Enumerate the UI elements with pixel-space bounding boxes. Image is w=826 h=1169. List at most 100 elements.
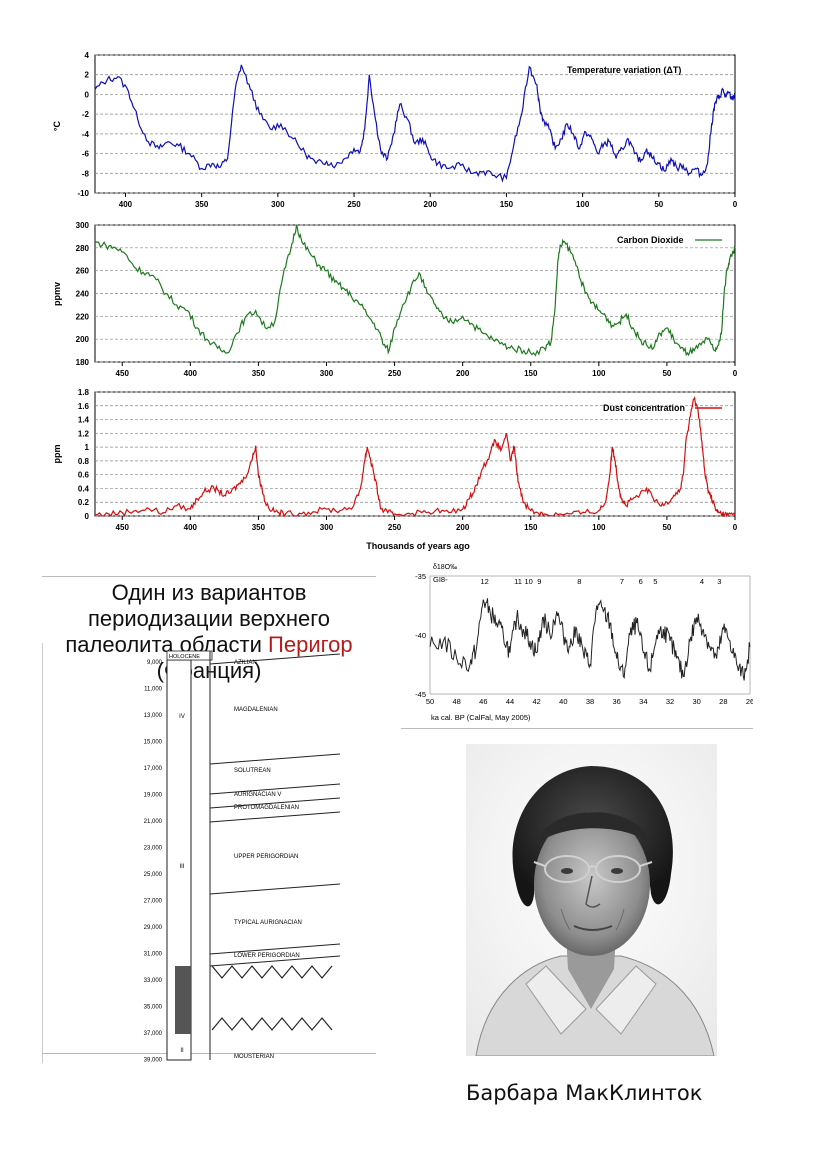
glasses-icon bbox=[533, 855, 653, 883]
stratigraphy-diagram: 9,000 11,000 13,000 15,000 17,000 19,000 21,00… bbox=[144, 650, 341, 1064]
co2-ytick-label: 200 bbox=[76, 335, 90, 344]
isotope-event-label: 4 bbox=[700, 577, 704, 586]
temperature-panel: 420-2-4-6-8-10 400 350 300 250 200 150 100 50 0 … bbox=[52, 51, 738, 209]
isotope-event-label: 5 bbox=[653, 577, 657, 586]
stratigraphy-year-labels: 9,000 11,000 13,000 15,000 17,000 19,000 21,00… bbox=[144, 660, 163, 1064]
isotope-chart: δ18O‰ GI8- 12 11 10 9 8 7 6 5 4 3 -35 -40 -45 50 48 4… bbox=[415, 564, 753, 722]
co2-xtick-label: 50 bbox=[662, 369, 671, 378]
stratigraphy-title-line2-a: палеолита области bbox=[65, 632, 269, 657]
co2-ytick-label: 180 bbox=[76, 358, 90, 367]
dust-xlabel: Thousands of years ago bbox=[366, 541, 470, 551]
isotope-xtick-label: 44 bbox=[506, 697, 514, 706]
isotope-event-label: 10 bbox=[524, 577, 532, 586]
dust-ytick-label: 1.2 bbox=[78, 429, 90, 438]
stratigraphy-year-label: 13,000 bbox=[144, 713, 163, 719]
co2-ytick-label: 260 bbox=[76, 267, 90, 276]
isotope-ylabel: δ18O‰ bbox=[433, 564, 457, 571]
temperature-ytick-label: -6 bbox=[82, 150, 90, 159]
temperature-xtick-label: 400 bbox=[119, 200, 133, 209]
isotope-xtick-label: 28 bbox=[719, 697, 727, 706]
isotope-yticks: -35 -40 -45 bbox=[415, 572, 426, 699]
stratigraphy-year-label: 15,000 bbox=[144, 740, 163, 746]
dust-ytick-label: 0.6 bbox=[78, 471, 90, 480]
isotope-ytick-label: -45 bbox=[415, 690, 426, 699]
isotope-ytick-label: -35 bbox=[415, 572, 426, 581]
dust-ytick-label: 1.6 bbox=[78, 402, 90, 411]
temperature-xtick-label: 200 bbox=[424, 200, 438, 209]
temperature-xtick-label: 50 bbox=[654, 200, 663, 209]
isotope-xtick-label: 40 bbox=[559, 697, 567, 706]
isotope-event-label: 12 bbox=[480, 577, 488, 586]
dust-xtick-label: 350 bbox=[252, 523, 266, 532]
temperature-plot-area bbox=[94, 54, 736, 194]
co2-xtick-label: 150 bbox=[524, 369, 538, 378]
temperature-xtick-label: 150 bbox=[500, 200, 514, 209]
co2-grid bbox=[95, 224, 735, 363]
co2-xtick-label: 400 bbox=[184, 369, 198, 378]
portrait-caption: Барбара МакКлинток bbox=[466, 1081, 703, 1105]
stratigraphy-section-label: MAGDALENIAN bbox=[234, 707, 278, 713]
stratigraphy-figure: Один из вариантов периодизации верхнего … bbox=[42, 573, 376, 1068]
co2-xtick-label: 450 bbox=[116, 369, 130, 378]
stratigraphy-section-label: LOWER PERIGORDIAN bbox=[234, 953, 300, 959]
co2-yticks: 300 280 260 240 220 200 180 bbox=[76, 221, 90, 367]
stratigraphy-section-label: MOUSTERIAN bbox=[234, 1054, 274, 1060]
dust-ytick-label: 1.4 bbox=[78, 416, 90, 425]
co2-xtick-label: 350 bbox=[252, 369, 266, 378]
isotope-plot-area bbox=[429, 575, 751, 695]
isotope-xtick-label: 34 bbox=[639, 697, 647, 706]
isotope-xtick-label: 26 bbox=[746, 697, 753, 706]
stratigraphy-roman-label: II bbox=[180, 1048, 184, 1054]
temperature-series-line bbox=[94, 64, 736, 183]
stratigraphy-year-label: 25,000 bbox=[144, 872, 163, 878]
stratigraphy-section-label: UPPER PERIGORDIAN bbox=[234, 854, 298, 860]
dust-grid bbox=[95, 391, 735, 517]
stratigraphy-roman-label: III bbox=[179, 864, 184, 870]
portrait-illustration bbox=[466, 744, 717, 1056]
dust-legend-label: Dust concentration bbox=[603, 403, 685, 413]
stratigraphy-section-label: AZILIAN bbox=[234, 660, 257, 666]
portrait-hair-fringe bbox=[536, 812, 651, 844]
dust-xtick-label: 300 bbox=[320, 523, 334, 532]
stratigraphy-title-line1: Один из вариантов периодизации верхнего bbox=[88, 580, 330, 631]
co2-xtick-label: 0 bbox=[733, 369, 738, 378]
dust-xtick-label: 0 bbox=[733, 523, 738, 532]
portrait-photo bbox=[466, 744, 717, 1056]
isotope-xlabel: ka cal. BP (CalFal, May 2005) bbox=[431, 713, 531, 722]
stratigraphy-zigzag-upper bbox=[211, 965, 333, 979]
isotope-series-line bbox=[429, 598, 751, 681]
stratigraphy-sections: AZILIAN MAGDALENIAN SOLUTREAN AURIGNACIAN V… bbox=[209, 653, 341, 1060]
stratigraphy-zigzag-lower bbox=[211, 1017, 333, 1031]
isotope-event-label: 9 bbox=[537, 577, 541, 586]
isotope-event-label: 7 bbox=[620, 577, 624, 586]
dust-ytick-label: 0 bbox=[85, 512, 90, 521]
co2-ytick-label: 280 bbox=[76, 244, 90, 253]
co2-panel: 300 280 260 240 220 200 180 450 400 350 300 250 200… bbox=[52, 221, 738, 378]
co2-xtick-label: 250 bbox=[388, 369, 402, 378]
stratigraphy-boundary-line bbox=[209, 653, 341, 665]
dust-panel: 1.8 1.6 1.4 1.2 1 0.8 0.6 0.4 0.2 0 450 400 350 300 2… bbox=[52, 388, 738, 551]
stratigraphy-boundary-line bbox=[209, 797, 341, 809]
dust-ytick-label: 1 bbox=[85, 443, 90, 452]
co2-xtick-label: 200 bbox=[456, 369, 470, 378]
dust-ytick-label: 0.2 bbox=[78, 498, 90, 507]
portrait-collar-right bbox=[595, 965, 657, 1035]
isotope-gi-label: GI8- bbox=[433, 575, 448, 584]
stratigraphy-year-label: 23,000 bbox=[144, 846, 163, 852]
stratigraphy-boundary-line bbox=[209, 753, 341, 765]
stratigraphy-year-label: 31,000 bbox=[144, 952, 163, 958]
stratigraphy-title: Один из вариантов периодизации верхнего … bbox=[42, 580, 376, 684]
dust-xtick-label: 100 bbox=[592, 523, 606, 532]
vostok-charts: 420-2-4-6-8-10 400 350 300 250 200 150 100 50 0 … bbox=[52, 51, 738, 551]
isotope-event-label: 6 bbox=[639, 577, 643, 586]
stratigraphy-boundary-line bbox=[209, 943, 341, 955]
temperature-xtick-label: 0 bbox=[733, 200, 738, 209]
stratigraphy-year-label: 9,000 bbox=[147, 660, 163, 666]
dust-ylabel: ppm bbox=[52, 445, 62, 464]
dust-xtick-label: 450 bbox=[116, 523, 130, 532]
portrait-collar-left bbox=[525, 965, 587, 1035]
dust-xtick-label: 400 bbox=[184, 523, 198, 532]
stratigraphy-top-rule bbox=[42, 576, 376, 577]
isotope-xtick-label: 38 bbox=[586, 697, 594, 706]
